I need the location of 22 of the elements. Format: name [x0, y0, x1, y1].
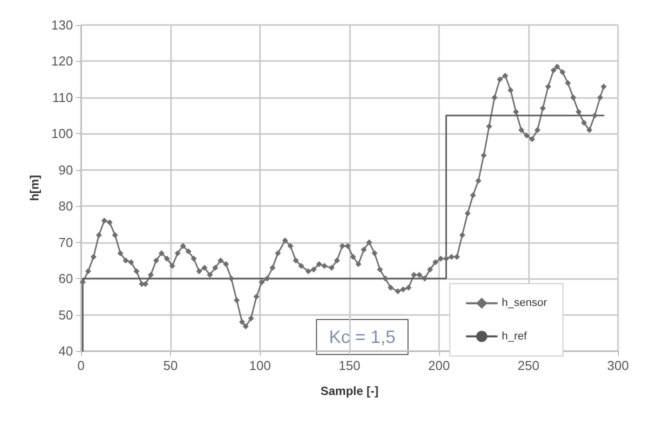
x-tick-label: 200 — [428, 358, 450, 373]
y-tick-label: 40 — [58, 344, 73, 358]
x-tick-label: 100 — [249, 358, 271, 373]
y-axis-title: h[m] — [27, 175, 42, 201]
x-tick-label: 50 — [163, 358, 178, 373]
y-tick-label: 130 — [51, 18, 73, 32]
x-axis-title: Sample [-] — [320, 384, 379, 398]
y-tick-label: 110 — [52, 90, 73, 105]
x-tick-label: 0 — [77, 358, 85, 373]
x-tick-label: 150 — [338, 358, 360, 373]
y-tick-label: 90 — [58, 162, 73, 178]
x-tick-label: 250 — [518, 358, 540, 373]
y-tick-label: 50 — [58, 307, 73, 322]
y-tick-label: 80 — [58, 198, 73, 214]
y-tick-label: 120 — [51, 54, 73, 69]
legend-label: h_sensor — [502, 297, 548, 310]
x-tick-label: 300 — [607, 358, 629, 373]
y-tick-label: 70 — [58, 234, 73, 250]
legend-label: h_ref — [502, 330, 528, 342]
y-tick-label: 60 — [58, 271, 73, 286]
y-tick-label: 100 — [51, 126, 73, 142]
annotation: Kc = 1,5 — [329, 327, 396, 347]
